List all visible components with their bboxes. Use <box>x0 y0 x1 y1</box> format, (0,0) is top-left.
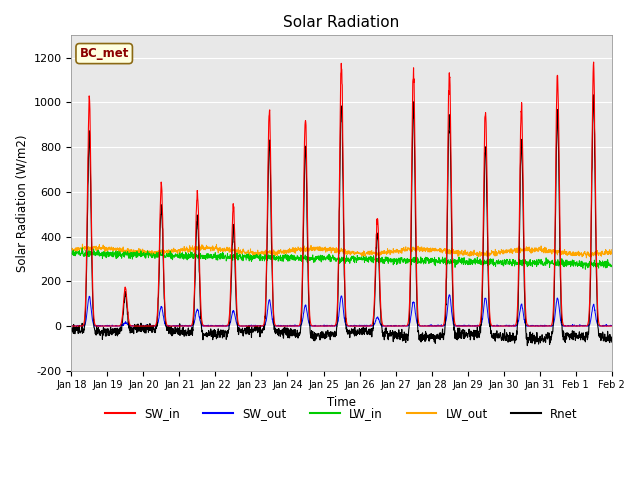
LW_out <box>68 245 76 251</box>
SW_out <box>560 323 568 329</box>
LW_out <box>607 247 615 252</box>
LW_out <box>575 252 582 257</box>
LW_in <box>369 259 376 264</box>
SW_out <box>68 323 76 328</box>
Rnet <box>68 327 76 333</box>
Rnet <box>218 331 226 337</box>
LW_in <box>357 255 365 261</box>
SW_in <box>590 59 598 65</box>
SW_out <box>357 322 365 328</box>
LW_out <box>499 248 506 253</box>
LW_in <box>607 264 615 270</box>
LW_in <box>575 263 582 268</box>
LW_out <box>369 251 376 256</box>
SW_out <box>68 323 76 329</box>
LW_in <box>218 253 226 259</box>
Rnet <box>369 326 376 332</box>
SW_in <box>499 323 506 329</box>
Line: LW_in: LW_in <box>72 248 611 269</box>
LW_out <box>582 255 590 261</box>
Text: BC_met: BC_met <box>79 47 129 60</box>
X-axis label: Time: Time <box>327 396 356 409</box>
Line: SW_in: SW_in <box>72 62 611 326</box>
SW_in <box>575 323 582 329</box>
SW_in <box>357 323 365 329</box>
Line: LW_out: LW_out <box>72 244 611 258</box>
SW_out <box>218 323 226 329</box>
SW_out <box>369 323 376 329</box>
Y-axis label: Solar Radiation (W/m2): Solar Radiation (W/m2) <box>15 134 28 272</box>
Rnet <box>498 334 506 340</box>
LW_in <box>78 245 86 251</box>
SW_in <box>560 323 568 328</box>
Rnet <box>607 339 615 345</box>
SW_out <box>499 323 506 329</box>
Rnet <box>357 330 365 336</box>
Line: Rnet: Rnet <box>72 95 611 346</box>
Rnet <box>524 343 531 348</box>
Line: SW_out: SW_out <box>72 295 611 326</box>
LW_out <box>560 250 568 256</box>
LW_out <box>218 246 226 252</box>
SW_out <box>607 323 615 328</box>
Rnet <box>590 92 598 98</box>
LW_in <box>582 266 589 272</box>
SW_in <box>218 323 226 329</box>
LW_out <box>79 241 86 247</box>
SW_out <box>575 323 583 329</box>
SW_in <box>104 323 111 329</box>
LW_out <box>357 250 365 256</box>
SW_in <box>68 323 76 329</box>
Rnet <box>575 335 582 341</box>
Title: Solar Radiation: Solar Radiation <box>284 15 399 30</box>
LW_in <box>68 251 76 256</box>
Legend: SW_in, SW_out, LW_in, LW_out, Rnet: SW_in, SW_out, LW_in, LW_out, Rnet <box>100 403 582 425</box>
LW_in <box>499 260 506 265</box>
Rnet <box>560 332 568 337</box>
SW_in <box>607 323 615 329</box>
LW_in <box>560 259 568 265</box>
SW_out <box>445 292 453 298</box>
SW_in <box>369 319 376 325</box>
